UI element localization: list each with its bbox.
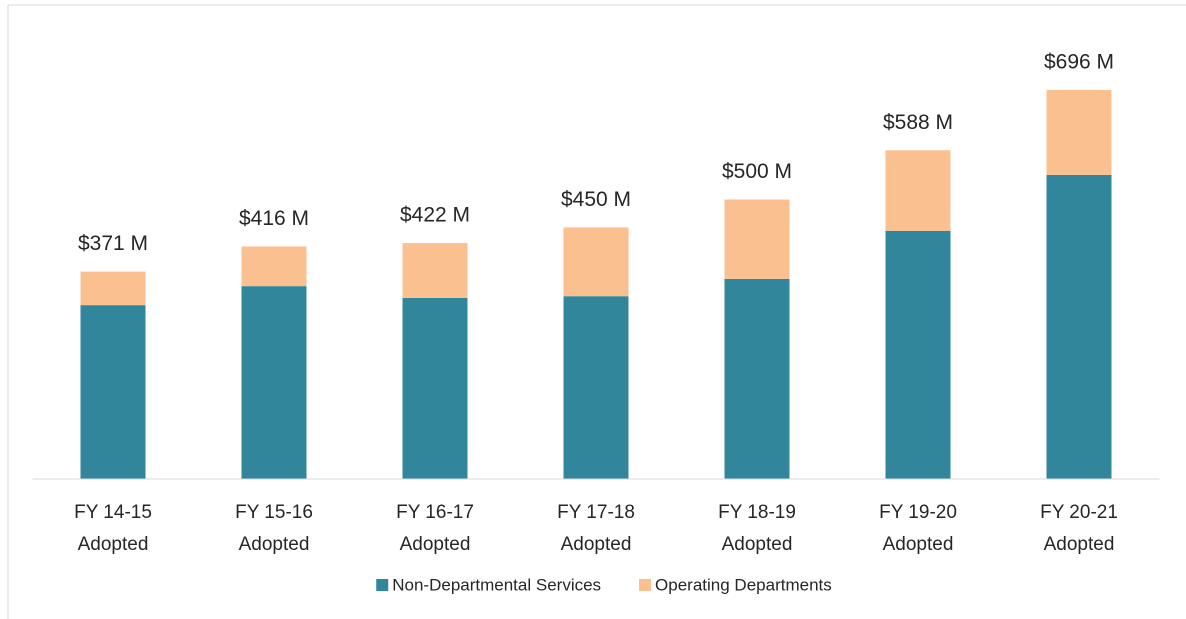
total-label: $450 M xyxy=(561,188,631,211)
legend-swatch xyxy=(639,579,652,591)
bar-segment xyxy=(885,230,951,479)
total-label: $500 M xyxy=(722,160,792,183)
x-tick-label: Adopted xyxy=(883,534,954,555)
bar-segment xyxy=(241,286,307,479)
total-label: $696 M xyxy=(1044,50,1114,73)
x-tick-label: FY 14-15 xyxy=(74,502,152,523)
bar-segment xyxy=(724,199,790,279)
total-label: $371 M xyxy=(78,232,148,255)
bar-segment xyxy=(724,278,790,479)
bar-segment xyxy=(563,296,629,479)
x-tick-label: FY 16-17 xyxy=(396,502,474,523)
legend-label: Non-Departmental Services xyxy=(392,575,601,594)
x-tick-label: Adopted xyxy=(400,534,471,555)
x-tick-label: FY 17-18 xyxy=(557,502,635,523)
x-tick-label: Adopted xyxy=(78,534,149,555)
bar-segment xyxy=(241,246,307,287)
bar-segment xyxy=(1046,89,1112,175)
total-label: $588 M xyxy=(883,111,953,134)
bar-segment xyxy=(1046,174,1112,480)
bar-segment xyxy=(80,305,146,479)
bar-segment xyxy=(80,271,146,306)
x-tick-label: FY 15-16 xyxy=(235,502,313,523)
bar-segment xyxy=(563,227,629,297)
bar-segment xyxy=(885,150,951,231)
bar-segment xyxy=(402,297,468,479)
legend: Non-Departmental Services Operating Depar… xyxy=(376,575,832,594)
x-tick-label: Adopted xyxy=(1044,534,1115,555)
x-tick-label: Adopted xyxy=(722,534,793,555)
x-tick-label: FY 20-21 xyxy=(1040,502,1118,523)
x-tick-label: FY 19-20 xyxy=(879,502,957,523)
total-label: $416 M xyxy=(239,207,309,230)
bar-segment xyxy=(402,243,468,298)
x-tick-label: Adopted xyxy=(239,534,310,555)
x-tick-label: FY 18-19 xyxy=(718,502,796,523)
total-label: $422 M xyxy=(400,204,470,227)
x-tick-label: Adopted xyxy=(561,534,632,555)
legend-label: Operating Departments xyxy=(655,575,832,594)
legend-swatch xyxy=(376,579,389,591)
